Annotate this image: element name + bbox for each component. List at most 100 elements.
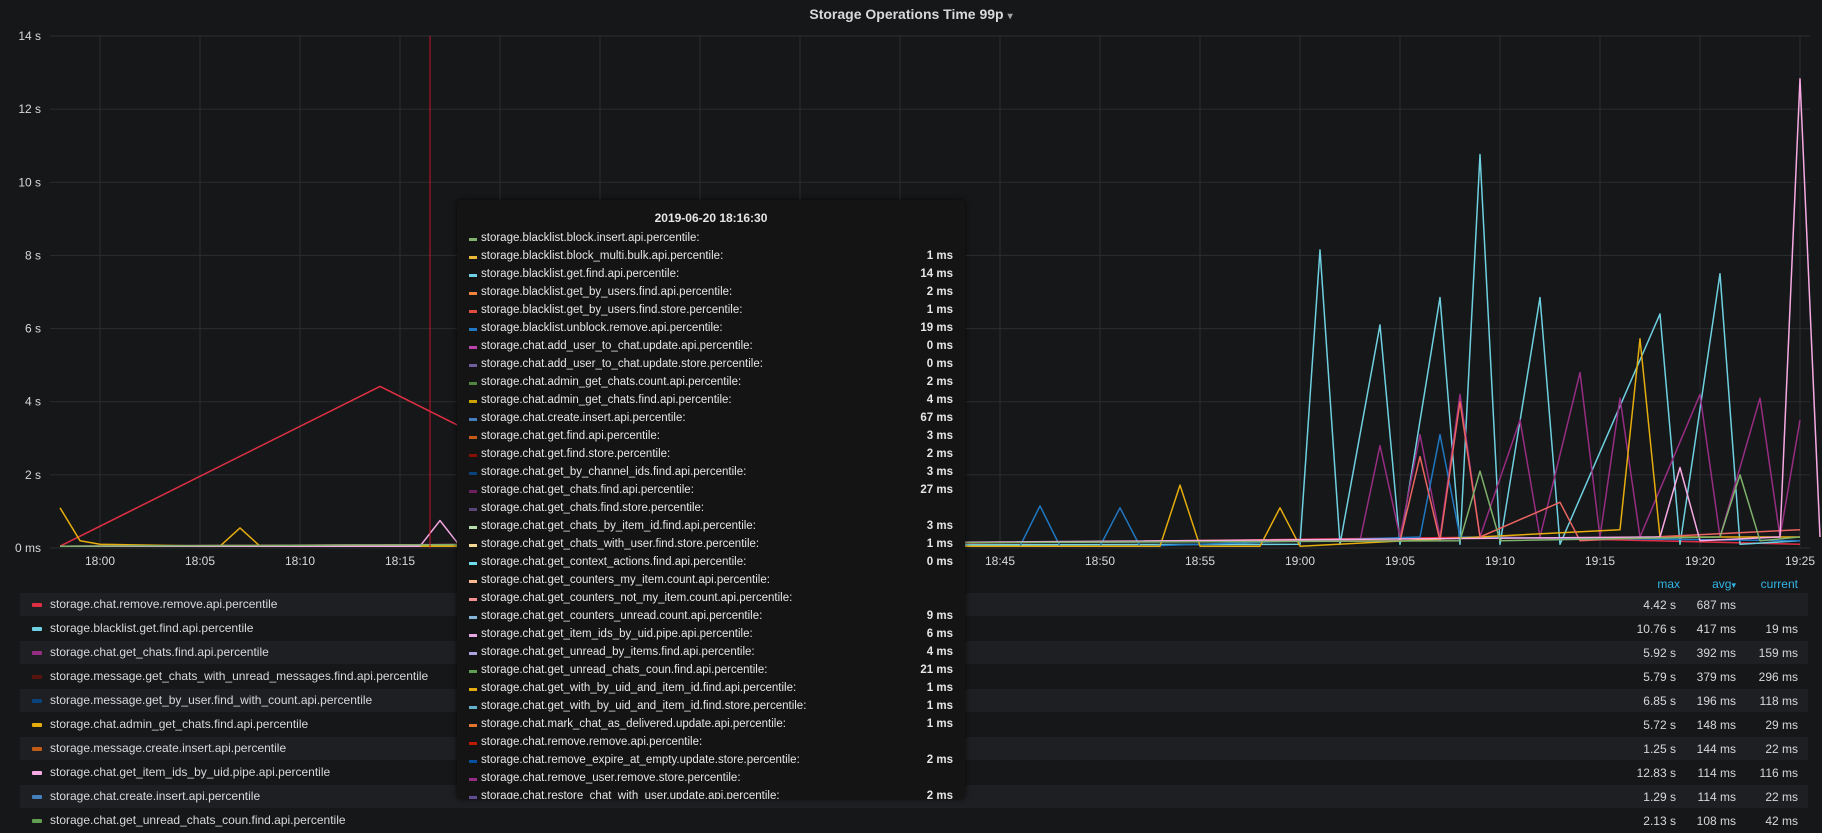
series-color-swatch <box>469 400 477 403</box>
tooltip-series-value: 1 ms <box>926 700 953 712</box>
series-name[interactable]: storage.message.get_by_user.find_with_co… <box>50 693 373 707</box>
tooltip-row: storage.chat.get_counters_not_my_item.co… <box>469 590 953 608</box>
legend-header-max[interactable]: max <box>1657 577 1680 591</box>
tooltip-row: storage.chat.get_chats_by_item_id.find.a… <box>469 518 953 536</box>
series-color-swatch[interactable] <box>32 723 42 727</box>
tooltip-series-name: storage.chat.get_chats_with_user.find.st… <box>481 538 760 550</box>
tooltip-series-value: 2 ms <box>926 376 953 388</box>
series-name[interactable]: storage.message.get_chats_with_unread_me… <box>50 669 429 683</box>
series-color-swatch <box>469 526 477 529</box>
series-color-swatch[interactable] <box>32 699 42 703</box>
tooltip-series-name: storage.chat.mark_chat_as_delivered.upda… <box>481 718 786 730</box>
tooltip-row: storage.chat.get_chats.find.store.percen… <box>469 500 953 518</box>
legend-header-avg[interactable]: avg▾ <box>1712 577 1736 591</box>
series-color-swatch <box>469 508 477 511</box>
series-color-swatch <box>469 436 477 439</box>
series-color-swatch[interactable] <box>32 795 42 799</box>
y-tick-label: 14 s <box>18 29 41 43</box>
tooltip-row: storage.chat.get_item_ids_by_uid.pipe.ap… <box>469 626 953 644</box>
series-color-swatch[interactable] <box>32 627 42 631</box>
series-color-swatch[interactable] <box>32 771 42 775</box>
series-name[interactable]: storage.chat.remove.remove.api.percentil… <box>50 597 278 611</box>
legend-header-avg-label[interactable]: avg <box>1712 577 1732 591</box>
x-tick-label: 19:20 <box>1685 554 1715 568</box>
tooltip-series-name: storage.chat.get_chats.find.store.percen… <box>481 502 705 514</box>
series-color-swatch <box>469 328 477 331</box>
series-color-swatch <box>469 472 477 475</box>
legend-row[interactable]: storage.blacklist.get.find.api.percentil… <box>20 617 1808 640</box>
series-max: 1.25 s <box>1643 742 1676 756</box>
y-tick-label: 6 s <box>25 322 41 336</box>
tooltip-row: storage.chat.get_counters_my_item.count.… <box>469 572 953 590</box>
series-line <box>59 400 1801 547</box>
tooltip-series-name: storage.chat.get_context_actions.find.ap… <box>481 556 747 568</box>
y-tick-label: 4 s <box>25 395 41 409</box>
y-tick-label: 10 s <box>18 175 41 189</box>
tooltip-series-name: storage.chat.get_unread_by_items.find.ap… <box>481 646 755 658</box>
series-color-swatch <box>469 310 477 313</box>
chevron-down-icon[interactable]: ▾ <box>1007 11 1013 22</box>
series-current: 116 ms <box>1759 766 1798 780</box>
series-name[interactable]: storage.chat.get_unread_chats_coun.find.… <box>50 813 346 827</box>
series-name[interactable]: storage.chat.create.insert.api.percentil… <box>50 789 261 803</box>
tooltip-row: storage.chat.get_chats.find.api.percenti… <box>469 482 953 500</box>
series-color-swatch <box>469 796 477 799</box>
series-color-swatch[interactable] <box>32 819 42 823</box>
hover-tooltip: 2019-06-20 18:16:30 storage.blacklist.bl… <box>457 200 965 799</box>
tooltip-series-value: 1 ms <box>926 538 953 550</box>
tooltip-series-value: 67 ms <box>920 412 953 424</box>
series-color-swatch <box>469 598 477 601</box>
tooltip-series-name: storage.chat.get_item_ids_by_uid.pipe.ap… <box>481 628 753 640</box>
series-color-swatch <box>469 274 477 277</box>
legend-row[interactable]: storage.message.get_chats_with_unread_me… <box>20 665 1808 688</box>
panel-title-text[interactable]: Storage Operations Time 99p <box>809 6 1004 22</box>
series-avg: 392 ms <box>1696 646 1736 660</box>
series-color-swatch <box>469 742 477 745</box>
legend-header-current[interactable]: current <box>1760 577 1798 591</box>
series-color-swatch[interactable] <box>32 675 42 679</box>
series-color-swatch <box>469 652 477 655</box>
panel-title[interactable]: Storage Operations Time 99p ▾ <box>0 6 1822 22</box>
legend-row[interactable]: storage.chat.get_unread_chats_coun.find.… <box>20 809 1808 832</box>
tooltip-series-name: storage.chat.get_counters_unread.count.a… <box>481 610 763 622</box>
series-avg: 379 ms <box>1696 670 1736 684</box>
series-color-swatch[interactable] <box>32 747 42 751</box>
tooltip-row: storage.chat.create.insert.api.percentil… <box>469 410 953 428</box>
series-name[interactable]: storage.chat.get_chats.find.api.percenti… <box>50 645 269 659</box>
y-tick-label: 0 ms <box>15 541 41 555</box>
tooltip-row: storage.chat.remove_user.remove.store.pe… <box>469 770 953 788</box>
x-tick-label: 18:55 <box>1185 554 1215 568</box>
tooltip-series-value: 3 ms <box>926 520 953 532</box>
tooltip-series-name: storage.chat.get_counters_not_my_item.co… <box>481 592 793 604</box>
x-tick-label: 19:15 <box>1585 554 1615 568</box>
tooltip-row: storage.blacklist.block_multi.bulk.api.p… <box>469 248 953 266</box>
tooltip-series-name: storage.chat.admin_get_chats.find.api.pe… <box>481 394 732 406</box>
series-color-swatch <box>469 706 477 709</box>
x-tick-label: 18:00 <box>85 554 115 568</box>
series-name[interactable]: storage.chat.get_item_ids_by_uid.pipe.ap… <box>50 765 331 779</box>
tooltip-series-value: 1 ms <box>926 718 953 730</box>
series-max: 5.72 s <box>1643 718 1676 732</box>
tooltip-series-name: storage.blacklist.unblock.remove.api.per… <box>481 322 723 334</box>
tooltip-series-value: 2 ms <box>926 790 953 799</box>
x-tick-label: 19:10 <box>1485 554 1515 568</box>
legend-row[interactable]: storage.chat.get_item_ids_by_uid.pipe.ap… <box>20 761 1808 784</box>
series-color-swatch[interactable] <box>32 603 42 607</box>
series-name[interactable]: storage.chat.admin_get_chats.find.api.pe… <box>50 717 309 731</box>
tooltip-series-name: storage.chat.get_with_by_uid_and_item_id… <box>481 682 797 694</box>
x-tick-label: 18:15 <box>385 554 415 568</box>
tooltip-series-value: 0 ms <box>926 556 953 568</box>
series-color-swatch <box>469 688 477 691</box>
x-tick-label: 18:45 <box>985 554 1015 568</box>
tooltip-row: storage.chat.add_user_to_chat.update.sto… <box>469 356 953 374</box>
series-max: 2.13 s <box>1643 814 1676 828</box>
series-color-swatch[interactable] <box>32 651 42 655</box>
series-name[interactable]: storage.message.create.insert.api.percen… <box>50 741 287 755</box>
tooltip-series-name: storage.chat.get_unread_chats_coun.find.… <box>481 664 768 676</box>
series-name[interactable]: storage.blacklist.get.find.api.percentil… <box>50 621 254 635</box>
tooltip-series-name: storage.blacklist.get_by_users.find.api.… <box>481 286 733 298</box>
tooltip-row: storage.chat.get_with_by_uid_and_item_id… <box>469 698 953 716</box>
sort-desc-icon[interactable]: ▾ <box>1731 580 1736 590</box>
legend-row[interactable]: storage.chat.admin_get_chats.find.api.pe… <box>20 713 1808 736</box>
tooltip-series-name: storage.chat.get.find.api.percentile: <box>481 430 661 442</box>
